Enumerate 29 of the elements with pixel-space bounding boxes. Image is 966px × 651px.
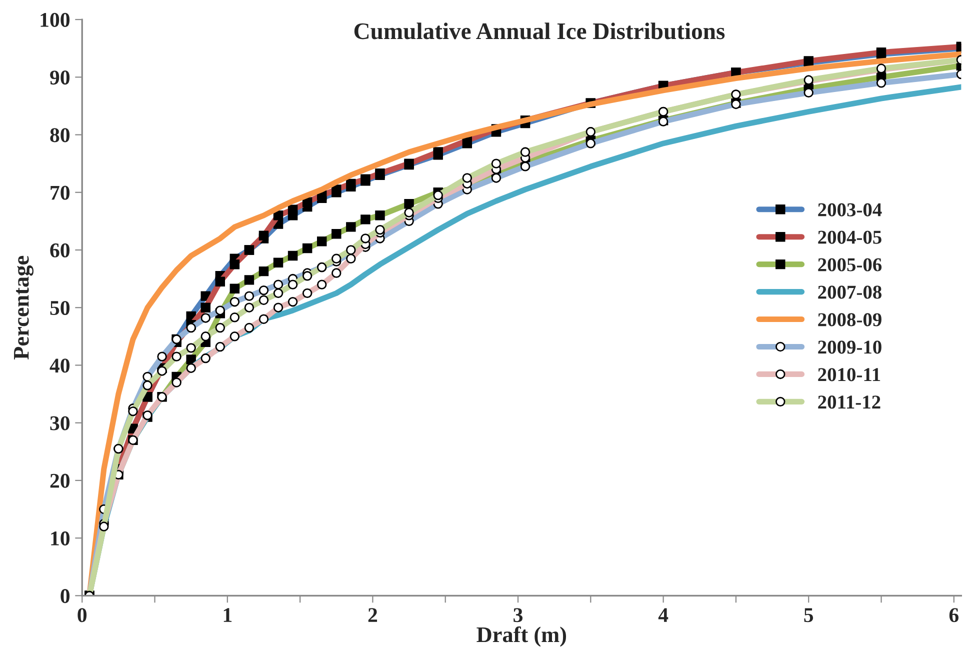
y-tick-label: 30 [50,416,70,430]
legend-label: 2004-05 [818,230,882,244]
y-tick-label: 70 [50,186,70,200]
legend-label: 2007-08 [818,286,882,299]
x-tick-label: 0 [78,608,87,622]
y-tick-label: 10 [51,531,70,546]
y-tick-label: 50 [50,300,70,316]
x-tick-label: 6 [949,608,959,622]
y-tick-label: 80 [50,128,70,142]
y-tick-label: 90 [50,70,70,85]
y-tick-label: 0 [60,589,70,604]
legend-label: 2005-06 [818,258,882,272]
x-tick-label: 1 [224,608,232,622]
chart-title: Cumulative Annual Ice Distributions [354,22,725,40]
y-tick-label: 100 [40,12,70,27]
x-tick-label: 5 [804,608,814,622]
y-tick-label: 20 [50,474,70,488]
x-tick-label: 2 [368,608,378,622]
x-axis-title: Draft (m) [476,626,566,647]
legend-label: 2010-11 [818,368,880,382]
legend-label: 2011-12 [818,396,880,409]
y-axis-title: Percentage [14,256,34,360]
legend-label: 2009-10 [818,340,882,354]
y-tick-label: 40 [50,358,70,373]
legend-label: 2008-09 [818,313,882,326]
y-tick-label: 60 [50,243,70,258]
x-tick-label: 3 [514,608,523,622]
x-tick-label: 4 [658,608,668,622]
legend-label: 2003-04 [818,203,882,216]
